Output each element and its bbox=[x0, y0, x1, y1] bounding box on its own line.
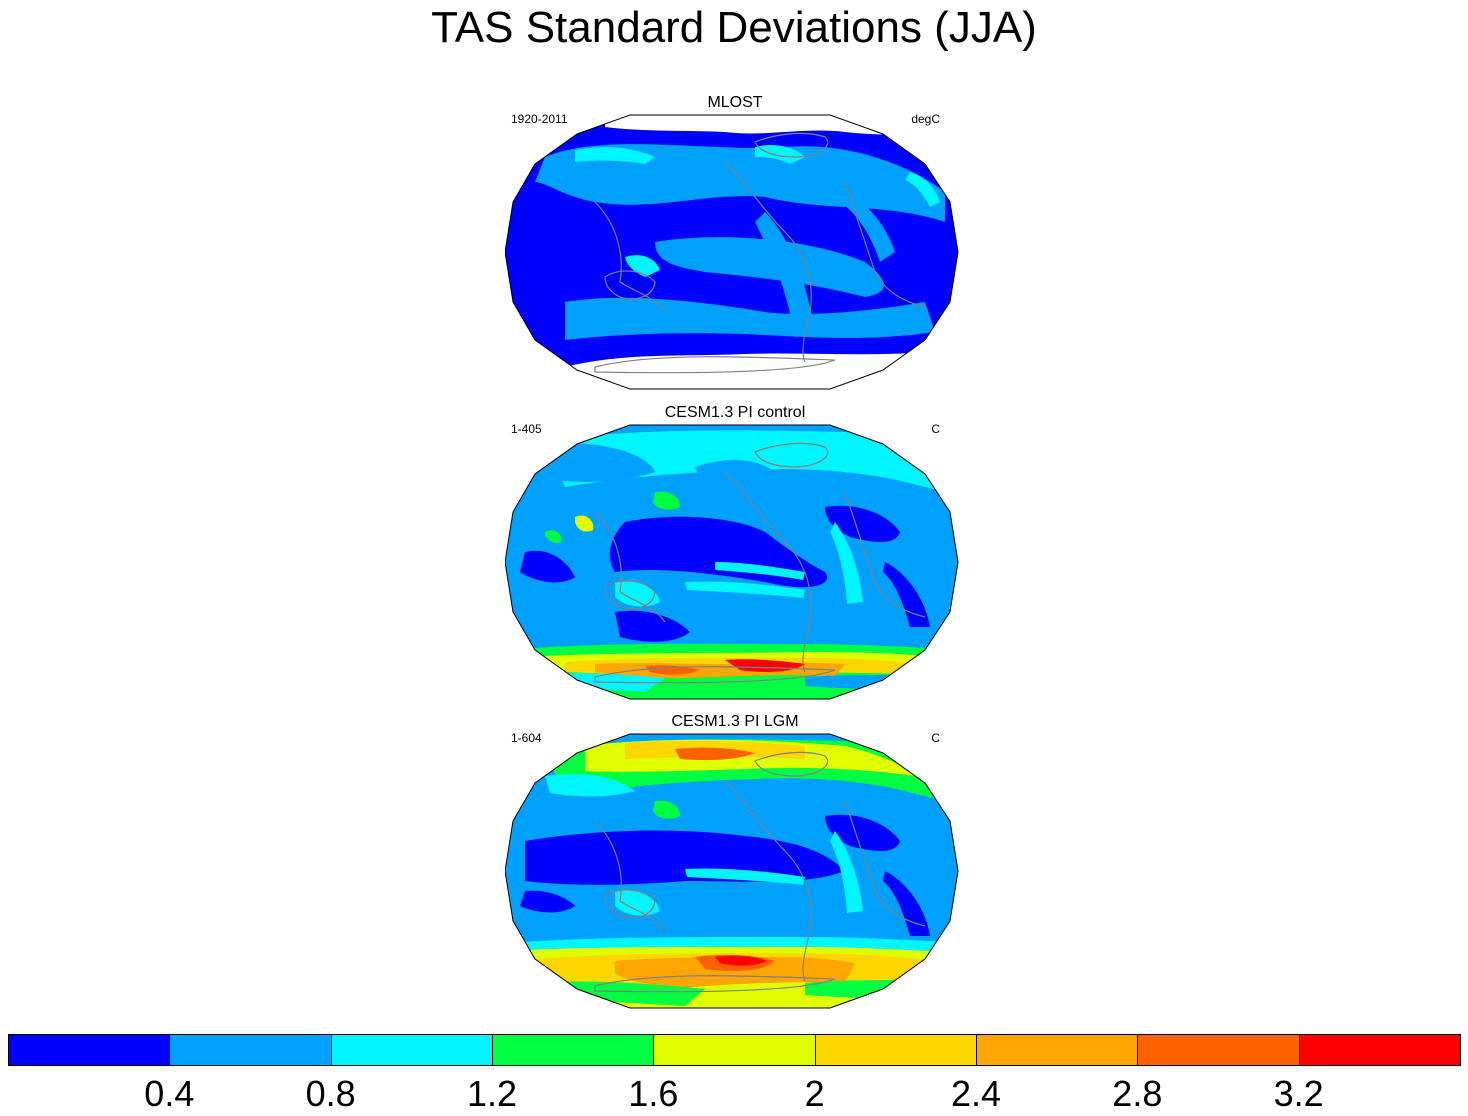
colorbar-tick-label: 2 bbox=[804, 1073, 825, 1114]
panel-period-label: 1-604 bbox=[511, 731, 542, 745]
panel-period-label: 1-405 bbox=[511, 422, 542, 436]
map-panel-pi-control: CESM1.3 PI control 1-405 C bbox=[505, 404, 965, 704]
colorbar-box bbox=[814, 1034, 977, 1066]
colorbar-tick-label: 1.6 bbox=[628, 1073, 679, 1114]
colorbar-tick-label: 0.4 bbox=[144, 1073, 195, 1114]
map-pi-lgm bbox=[505, 733, 959, 1009]
colorbar-box bbox=[653, 1034, 816, 1066]
colorbar-tick-label: 1.2 bbox=[466, 1073, 518, 1114]
colorbar-box bbox=[330, 1034, 493, 1066]
colorbar bbox=[8, 1034, 1461, 1068]
panel-units-label: C bbox=[931, 731, 940, 745]
panel-title: CESM1.3 PI control bbox=[664, 404, 806, 421]
map-panel-mlost: MLOST 1920-2011 degC bbox=[505, 94, 965, 394]
panel-period-label: 1920-2011 bbox=[511, 112, 568, 126]
map-pi-control bbox=[505, 424, 959, 700]
colorbar-box bbox=[169, 1034, 332, 1066]
colorbar-tick-label: 0.8 bbox=[305, 1073, 356, 1114]
panel-units-label: C bbox=[931, 422, 940, 436]
figure-title: TAS Standard Deviations (JJA) bbox=[431, 3, 1037, 52]
panel-title: MLOST bbox=[707, 94, 763, 111]
colorbar-tick-label: 2.4 bbox=[950, 1073, 1002, 1114]
panel-units-label: degC bbox=[911, 112, 940, 126]
colorbar-tick-label: 3.2 bbox=[1273, 1073, 1324, 1114]
map-panel-pi-lgm: CESM1.3 PI LGM 1-604 C bbox=[505, 713, 965, 1013]
colorbar-box bbox=[8, 1034, 171, 1066]
colorbar-tick-label: 2.8 bbox=[1112, 1073, 1163, 1114]
map-mlost bbox=[505, 114, 959, 390]
colorbar-box bbox=[1137, 1034, 1300, 1066]
colorbar-box bbox=[1298, 1034, 1461, 1066]
colorbar-box bbox=[976, 1034, 1139, 1066]
colorbar-box bbox=[492, 1034, 655, 1066]
panel-title: CESM1.3 PI LGM bbox=[671, 713, 799, 730]
